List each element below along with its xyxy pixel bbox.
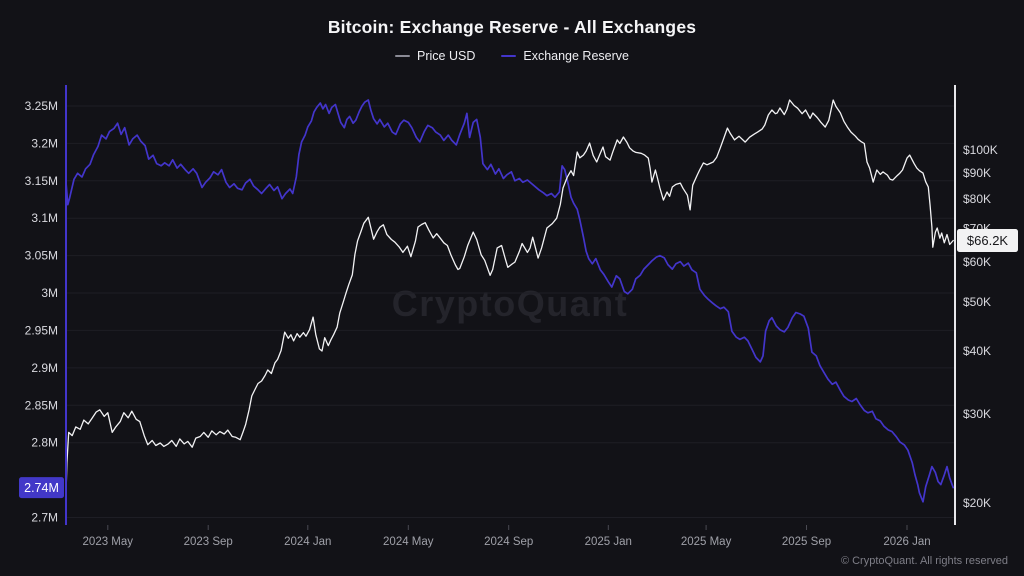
- price-usd-line: [65, 99, 954, 496]
- price-last-value-text: $66.2K: [967, 233, 1009, 248]
- price-axis-label: $90K: [963, 166, 991, 180]
- x-axis-label: 2024 Sep: [484, 536, 533, 548]
- reserve-axis-label: 3.15M: [25, 174, 58, 188]
- x-axis-label: 2026 Jan: [883, 536, 930, 548]
- x-axis-label: 2024 Jan: [284, 536, 331, 548]
- reserve-last-value-text: 2.74M: [24, 481, 59, 495]
- x-axis-label: 2023 May: [83, 536, 134, 548]
- reserve-axis-label: 2.95M: [25, 323, 58, 337]
- x-axis-label: 2025 Jan: [585, 536, 632, 548]
- price-series-swatch: [395, 55, 411, 57]
- reserve-axis-label: 3.25M: [25, 99, 58, 113]
- x-axis-label: 2025 Sep: [782, 536, 831, 548]
- x-axis-label: 2023 Sep: [184, 536, 233, 548]
- reserve-axis-label: 3M: [41, 286, 58, 300]
- price-axis-label: $80K: [963, 192, 991, 206]
- reserve-axis-label: 2.85M: [25, 398, 58, 412]
- chart-title: Bitcoin: Exchange Reserve - All Exchange…: [327, 17, 697, 37]
- reserve-axis-label: 3.05M: [25, 249, 58, 263]
- cryptoquant-watermark: CryptoQuant: [391, 283, 629, 324]
- reserve-axis-label: 3.1M: [31, 211, 58, 225]
- x-axis-label: 2025 May: [681, 536, 732, 548]
- legend-item-exchange-reserve[interactable]: Exchange Reserve: [501, 49, 629, 63]
- x-axis-label: 2024 May: [383, 536, 434, 548]
- copyright-notice: © CryptoQuant. All rights reserved: [840, 555, 1008, 567]
- price-axis-label: $50K: [963, 295, 991, 309]
- price-axis-label: $20K: [963, 496, 991, 510]
- price-axis-label: $60K: [963, 255, 991, 269]
- reserve-axis-label: 2.7M: [31, 511, 58, 525]
- price-axis-label: $30K: [963, 407, 991, 421]
- legend: Price USD Exchange Reserve: [0, 49, 1024, 63]
- price-axis-label: $100K: [963, 143, 998, 157]
- reserve-axis-label: 2.9M: [31, 361, 58, 375]
- price-last-value-badge: [957, 229, 1018, 252]
- legend-label-price-usd: Price USD: [417, 49, 476, 63]
- legend-label-exchange-reserve: Exchange Reserve: [523, 49, 629, 63]
- exchange-reserve-line: [65, 99, 955, 503]
- price-axis-label: $40K: [963, 344, 991, 358]
- reserve-axis-label: 2.8M: [31, 436, 58, 450]
- reserve-series-swatch: [501, 55, 517, 57]
- reserve-axis-label: 3.2M: [31, 136, 58, 150]
- reserve-last-value-badge: [19, 477, 64, 499]
- legend-item-price-usd[interactable]: Price USD: [395, 49, 475, 63]
